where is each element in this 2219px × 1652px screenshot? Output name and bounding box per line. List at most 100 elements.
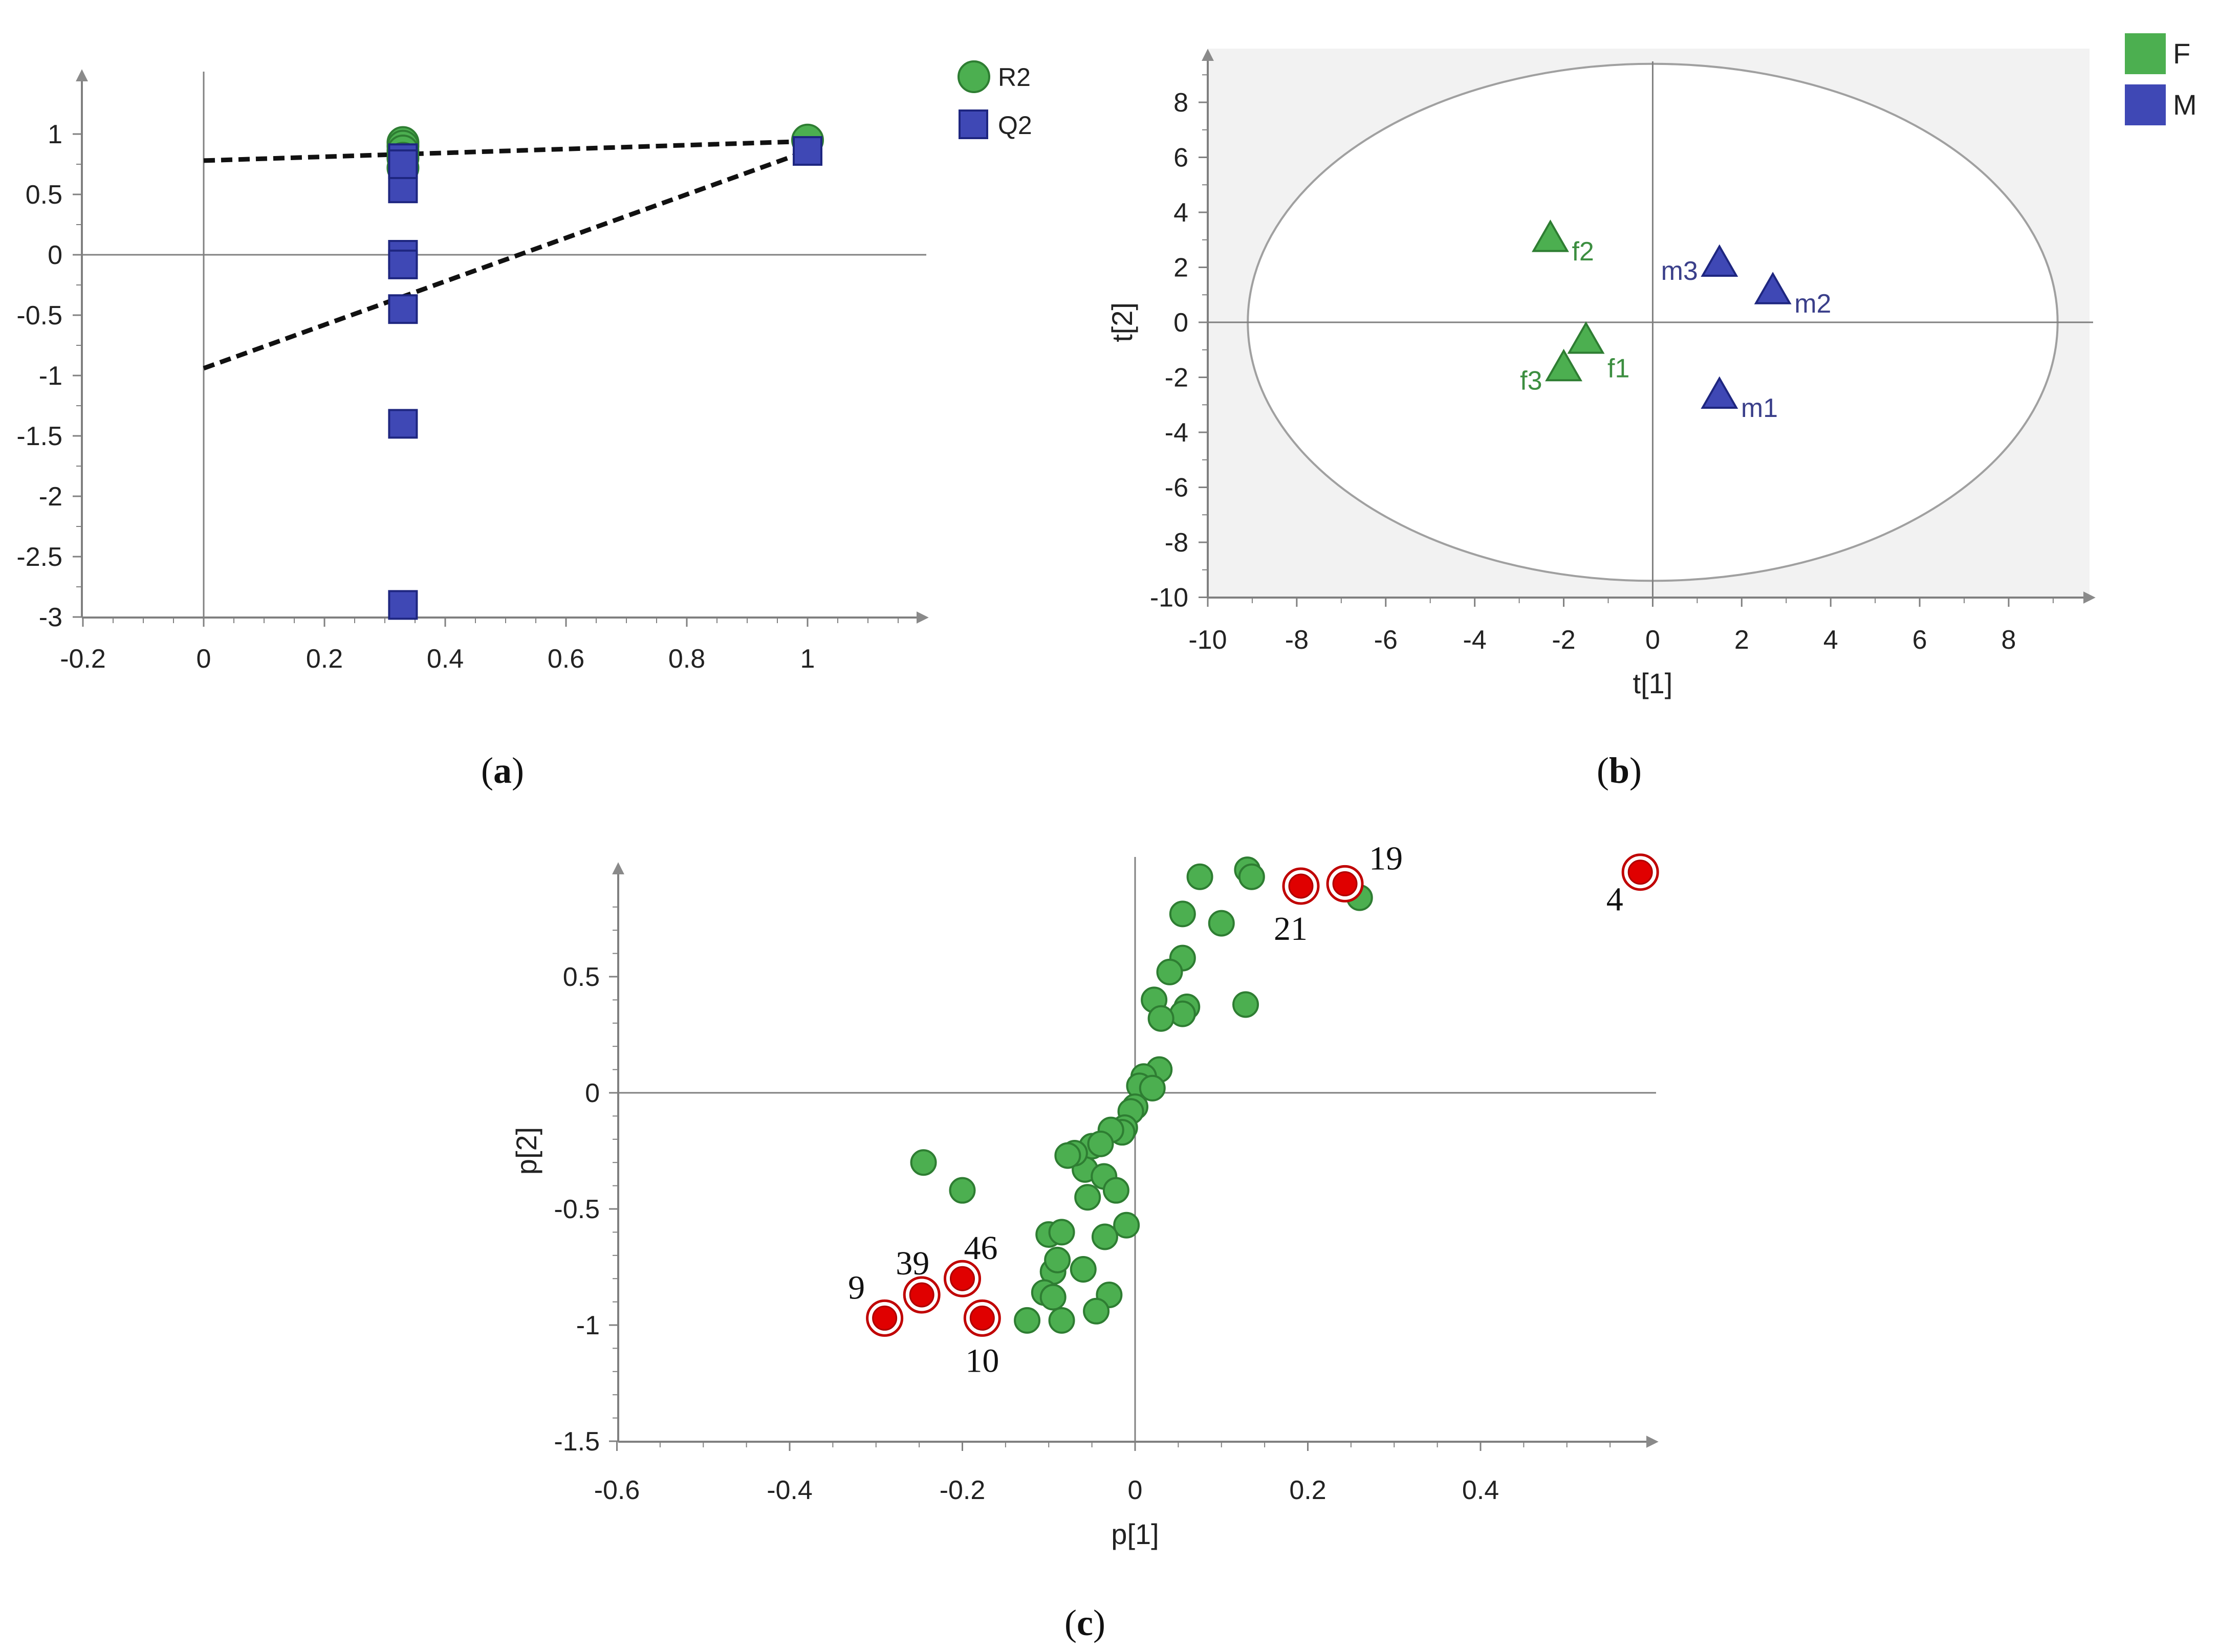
panel-b-letter: b <box>1609 750 1629 791</box>
panel-c-axes: -0.6 -0.4 -0.2 0 0.2 0.4 0.5 0 -0.5 -1 -1.5 p[1] p[2… <box>510 857 1659 1550</box>
panel-a-y-tick-label: -1.5 <box>16 422 62 451</box>
panel-a-x-tick-label: -0.2 <box>60 644 106 674</box>
panel-a-y-tick-label: -1 <box>39 361 62 391</box>
panel-b-m-point <box>1701 376 1738 409</box>
panel-b-f-point-label: f1 <box>1607 354 1629 384</box>
panel-b-m-point-label: m3 <box>1661 256 1698 286</box>
panel-a-intercept-lines <box>203 139 809 371</box>
panel-c-variable-point <box>1074 1184 1101 1211</box>
panel-c-variable-point <box>910 1149 937 1176</box>
legend-q2-marker <box>959 109 988 139</box>
panel-c-variable-point <box>949 1177 976 1204</box>
panel-a-chart: -0.2 0 0.2 0.4 0.6 0.8 1 1 0.5 0 -0.5 -1 -1.5 -2 -2.5 -… <box>16 60 1032 791</box>
panel-a-caption: (a) <box>481 750 524 791</box>
panel-c-variable-point <box>1156 958 1183 985</box>
panel-c-variable-point <box>1044 1246 1071 1273</box>
panel-b-axes: -10 -8 -6 -4 -2 0 2 4 6 8 8 6 4 2 0 -2 -4 -6 -8 -10 t[1] t[2] <box>1106 49 2096 699</box>
panel-c-variable-point <box>1232 991 1259 1018</box>
panel-c-selected-point <box>1332 871 1358 896</box>
panel-b-x-tick-label: -10 <box>1188 625 1227 655</box>
panel-b-x-tick-label: 4 <box>1823 625 1838 655</box>
panel-c-variable-point <box>1147 1005 1174 1032</box>
panel-a-q2-point <box>388 294 418 324</box>
panel-c-chart: -0.6 -0.4 -0.2 0 0.2 0.4 0.5 0 -0.5 -1 -1.5 p[1] p[2… <box>510 840 1659 1643</box>
panel-a-x-tick-label: 1 <box>800 644 815 674</box>
panel-a-y-tick-label: 0 <box>48 240 62 270</box>
panel-c-caption: (c) <box>1064 1602 1105 1643</box>
legend-r2-label: R2 <box>998 63 1031 92</box>
panel-b-marks: f1 f2 f3 m1 m2 m3 <box>1520 219 1831 423</box>
panel-a-marks <box>386 123 824 620</box>
panel-b-x-tick-label: 0 <box>1645 625 1660 655</box>
panel-b-caption: (b) <box>1597 750 1642 791</box>
panel-b-x-tick-label: 2 <box>1734 625 1749 655</box>
panel-a-x-tick-label: 0.4 <box>427 644 464 674</box>
panel-c-y-tick-label: 0 <box>585 1078 600 1108</box>
legend-f-marker <box>2125 33 2166 74</box>
panel-c-variable-point <box>1054 1142 1081 1169</box>
panel-c-x-tick-label: 0.4 <box>1462 1475 1499 1505</box>
panel-a-y-tick-label: -3 <box>39 603 62 632</box>
panel-b-y-tick-label: 4 <box>1173 198 1188 228</box>
panel-c-y-axis-label: p[2] <box>510 1127 542 1175</box>
panel-b-y-axis-label: t[2] <box>1106 302 1138 342</box>
panel-b-x-tick-label: -4 <box>1463 625 1487 655</box>
panel-a-q2-point <box>388 249 418 279</box>
panel-c-selected-label: 39 <box>896 1245 929 1282</box>
panel-c-variable-point <box>1091 1223 1118 1250</box>
panel-a-legend: R2 Q2 <box>958 60 1032 140</box>
panel-c-x-tick-label: -0.4 <box>767 1475 813 1505</box>
panel-c-variable-point <box>1238 863 1265 890</box>
legend-m-marker <box>2125 84 2166 125</box>
panel-b-m-point-label: m1 <box>1741 393 1778 423</box>
panel-c-selected-point <box>950 1266 975 1291</box>
panel-b-y-tick-label: -8 <box>1165 528 1188 558</box>
panel-c-y-tick-label: -1 <box>576 1311 600 1340</box>
panel-c-selected-label: 10 <box>965 1342 999 1379</box>
panel-b-m-point <box>1754 272 1792 304</box>
panel-c-x-tick-label: 0 <box>1128 1475 1143 1505</box>
panel-c-letter: c <box>1077 1602 1093 1643</box>
panel-a-x-tick-label: 0.2 <box>306 644 343 674</box>
panel-c-variable-point <box>1102 1177 1129 1204</box>
panel-a-y-tick-label: -2 <box>39 482 62 512</box>
panel-c-selected-point <box>872 1305 898 1331</box>
panel-b-f-point <box>1532 219 1569 252</box>
panel-b-x-tick-label: -6 <box>1374 625 1398 655</box>
panel-c-variable-point <box>1048 1219 1075 1246</box>
legend-r2-marker <box>958 60 990 93</box>
panel-b-x-tick-label: 8 <box>2002 625 2016 655</box>
panel-c-variable-point <box>1113 1212 1140 1239</box>
panel-b-y-tick-label: 0 <box>1173 308 1188 338</box>
panel-c-selected-label: 4 <box>1606 881 1623 918</box>
panel-b-f-point <box>1567 321 1605 354</box>
panel-c-variable-point <box>1039 1284 1067 1311</box>
panel-c-selected-label: 21 <box>1274 910 1308 948</box>
panel-c-selected-label: 46 <box>964 1229 998 1267</box>
panel-c-variable-point <box>1087 1130 1114 1157</box>
panel-a-y-tick-label: 0.5 <box>26 180 62 210</box>
panel-b-y-tick-label: -6 <box>1165 473 1188 503</box>
panel-b-f-point-label: f2 <box>1572 237 1594 267</box>
panel-a-x-tick-label: 0.8 <box>668 644 705 674</box>
panel-c-variable-point <box>1070 1256 1097 1283</box>
panel-b-chart: -10 -8 -6 -4 -2 0 2 4 6 8 8 6 4 2 0 -2 -4 -6 -8 -10 t[1] t[2]… <box>1106 33 2197 791</box>
panel-a-q2-point <box>388 590 418 620</box>
panel-c-variable-point <box>1139 1074 1166 1102</box>
panel-c-variable-point <box>1208 910 1235 937</box>
legend-m-label: M <box>2173 89 2197 121</box>
panel-a-x-tick-label: 0 <box>197 644 211 674</box>
panel-c-selected-point <box>969 1305 995 1331</box>
panel-c-variable-point <box>1186 863 1213 890</box>
panel-b-m-point-label: m2 <box>1794 289 1831 319</box>
panel-a-q2-point <box>388 409 418 439</box>
panel-b-f-point-label: f3 <box>1520 366 1542 395</box>
panel-a-letter: a <box>493 750 512 791</box>
panel-b-x-axis-label: t[1] <box>1633 667 1673 699</box>
panel-b-y-tick-label: 6 <box>1173 143 1188 173</box>
panel-c-x-tick-label: 0.2 <box>1289 1475 1326 1505</box>
panel-a-regression-line <box>203 148 809 371</box>
panel-c-selected-point <box>1627 860 1653 885</box>
panel-b-x-tick-label: -8 <box>1285 625 1309 655</box>
panel-b-x-tick-label: -2 <box>1552 625 1575 655</box>
